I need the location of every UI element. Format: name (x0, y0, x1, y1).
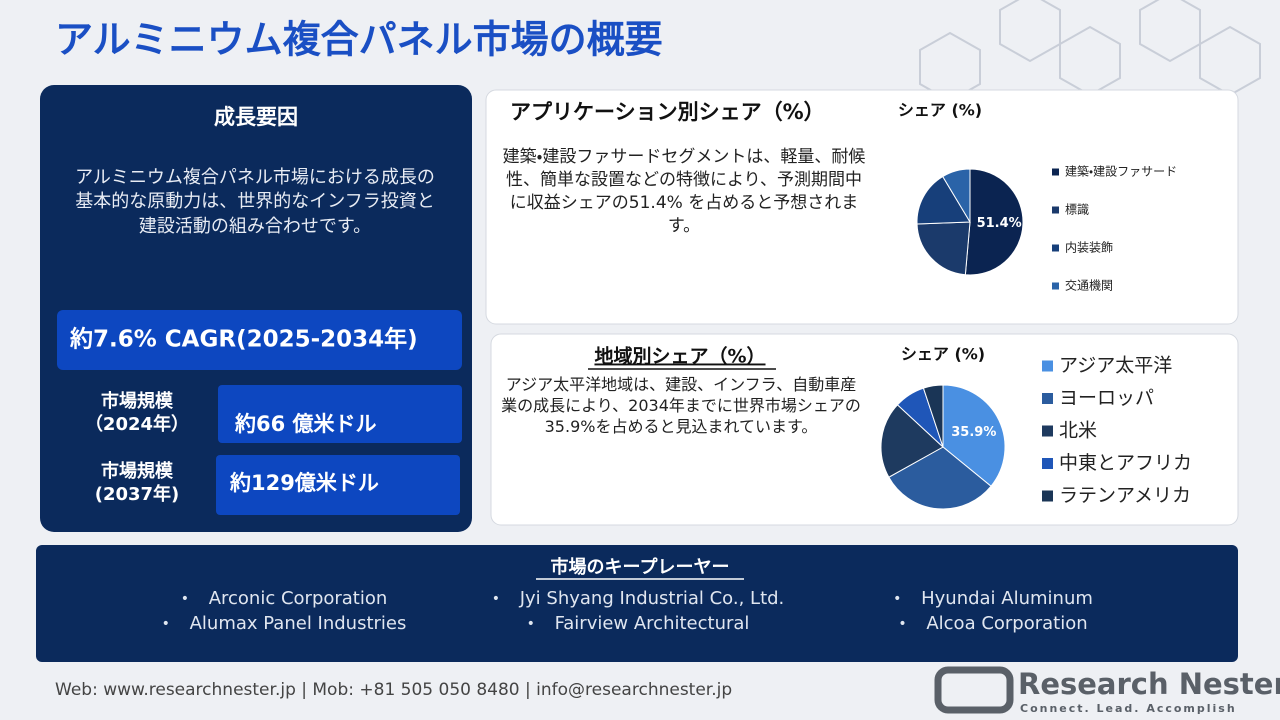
player: Alumax Panel Industries (190, 613, 407, 634)
legend-label: 標識 (1065, 203, 1089, 217)
legend-swatch (1052, 282, 1059, 290)
chart-title: シェア (%) (901, 345, 985, 364)
size-box (216, 455, 460, 515)
players-panel (36, 545, 1238, 662)
bullet: • (181, 591, 189, 607)
cagr: 約7.6% CAGR(2025-2034年) (69, 326, 418, 353)
bullet: • (492, 591, 500, 607)
legend-swatch (1052, 244, 1059, 252)
legend-label: 内装装飾 (1065, 241, 1113, 255)
region-card (490, 333, 1239, 526)
legend-swatch (1052, 168, 1059, 176)
title: アルミニウム複合パネル市場の概要 (55, 18, 663, 62)
contact: Web: www.researchnester.jp | Mob: +81 50… (55, 680, 732, 700)
bullet: • (893, 591, 901, 607)
legend-label: ヨーロッパ (1059, 387, 1154, 409)
pie-slice (880, 404, 944, 478)
bullet: • (527, 616, 535, 632)
player: Hyundai Aluminum (921, 588, 1093, 609)
cagr-box (57, 310, 462, 370)
legend-label: 北米 (1059, 420, 1097, 442)
player: Jyi Shyang Industrial Co., Ltd. (519, 588, 785, 609)
legend-swatch (1042, 490, 1053, 502)
size-label: 市場規模 (101, 460, 174, 482)
legend-swatch (1052, 206, 1059, 214)
bullet: • (162, 616, 170, 632)
legend-swatch (1042, 458, 1053, 469)
bullet: • (898, 616, 906, 632)
pie-slice (916, 175, 971, 225)
size-box (218, 385, 462, 443)
player: Alcoa Corporation (926, 613, 1087, 634)
legend-label: 中東とアフリカ (1059, 452, 1192, 474)
hex-decor (919, 0, 1261, 103)
region-title: 地域別シェア（%） (594, 345, 765, 368)
tagline: Connect. Lead. Accomplish (1020, 702, 1237, 715)
legend-swatch (1042, 425, 1053, 437)
size-label: 市場規模 (101, 390, 174, 412)
legend-swatch (1042, 393, 1053, 404)
application-title: アプリケーション別シェア（%） (510, 100, 825, 124)
application-card (485, 89, 1239, 325)
data-label: 51.4% (977, 216, 1022, 231)
player: Fairview Architectural (555, 613, 750, 634)
size-value: 約66 億米ドル (234, 412, 377, 436)
legend-label: アジア太平洋 (1059, 355, 1172, 377)
data-label: 35.9% (951, 425, 996, 440)
pie-slice (888, 446, 992, 510)
chart-title: シェア (%) (898, 101, 982, 120)
pie-slice (964, 168, 1024, 276)
region-text: アジア太平洋地域は、建設、インフラ、自動車産業の成長により、2034年までに世界… (501, 375, 861, 436)
logo-icon (934, 666, 1014, 714)
size-period: （2024年） (85, 413, 189, 435)
legend-label: ラテンアメリカ (1059, 485, 1191, 507)
players-title: 市場のキープレーヤー (551, 556, 730, 578)
size-value: 約129億米ドル (229, 471, 379, 495)
pie-slice (916, 221, 971, 276)
pie-slice (942, 384, 1006, 487)
legend-swatch (1042, 360, 1053, 372)
player: Arconic Corporation (209, 588, 388, 609)
pie-slice (922, 384, 944, 448)
growth-text: アルミニウム複合パネル市場における成長の基本的な原動力は、世界的なインフラ投資と… (75, 167, 435, 237)
application-text: 建築・建設ファサードセグメントは、軽量、耐候性、簡単な設置などの特徴により、予測… (502, 147, 866, 236)
growth-title: 成長要因 (214, 105, 298, 129)
legend-label: 交通機関 (1065, 279, 1113, 293)
brand: Research Nester (1018, 667, 1280, 701)
size-period: (2037年) (95, 483, 180, 505)
legend-label: 建築・建設ファサード (1065, 164, 1177, 179)
pie-slice (942, 168, 971, 224)
